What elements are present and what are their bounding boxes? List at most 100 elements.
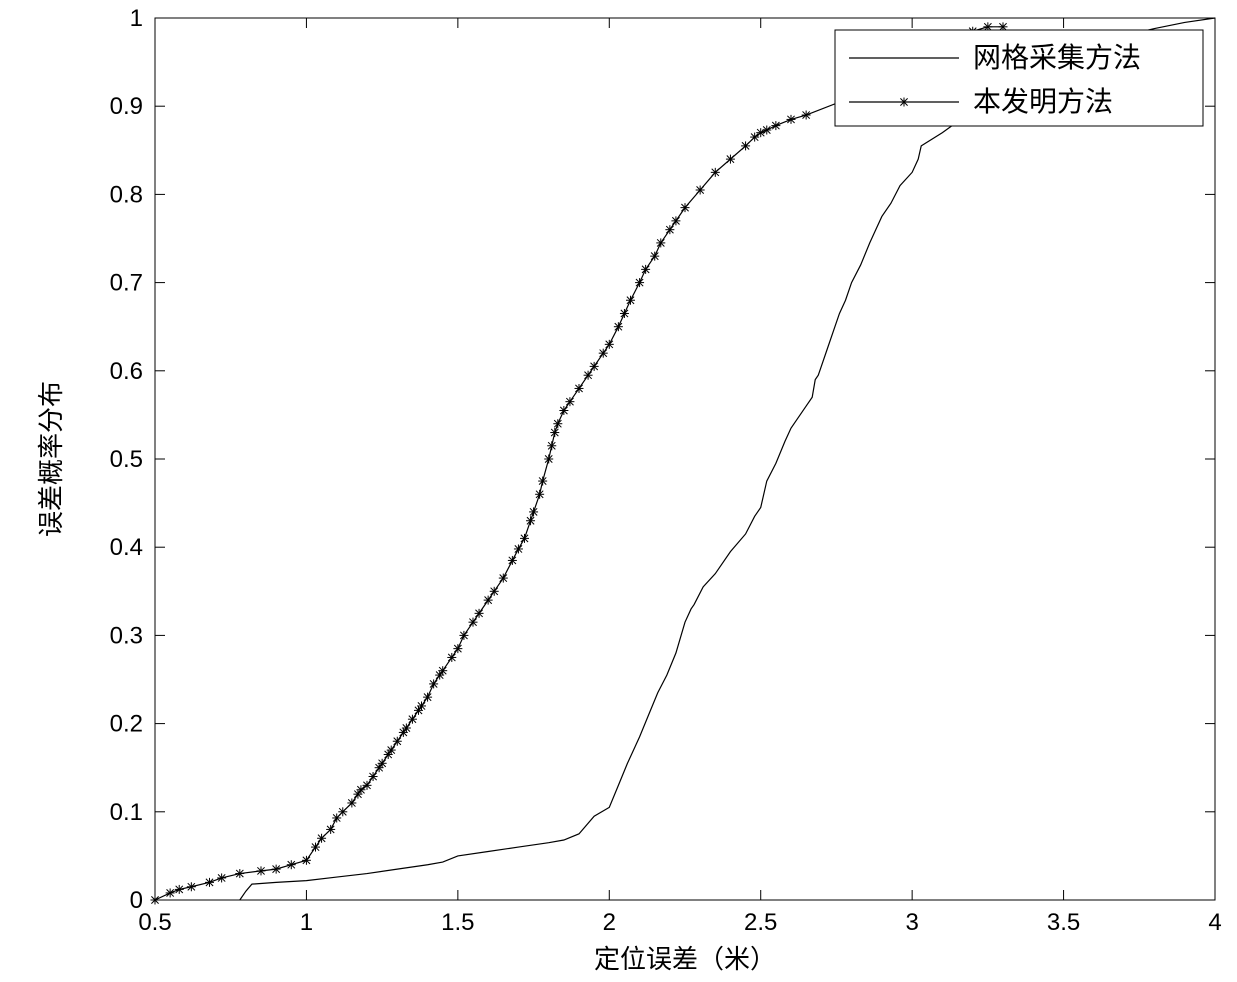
series-marker-invention <box>257 866 266 875</box>
x-tick-label: 2.5 <box>744 909 777 936</box>
x-tick-label: 1.5 <box>441 909 474 936</box>
series-marker-invention <box>317 834 326 843</box>
plot-box <box>155 18 1215 900</box>
series-marker-invention <box>490 587 499 596</box>
series-marker-invention <box>565 397 574 406</box>
series-marker-invention <box>187 882 196 891</box>
series-marker-invention <box>484 596 493 605</box>
series-marker-invention <box>363 781 372 790</box>
series-marker-invention <box>438 666 447 675</box>
series-marker-invention <box>151 896 160 905</box>
series-marker-invention <box>771 121 780 130</box>
series-marker-invention <box>423 693 432 702</box>
series-marker-invention <box>535 490 544 499</box>
series-marker-invention <box>529 507 538 516</box>
series-marker-invention <box>550 428 559 437</box>
series-marker-invention <box>311 843 320 852</box>
legend-label: 网格采集方法 <box>973 42 1141 74</box>
chart-svg: 0.511.522.533.5400.10.20.30.40.50.60.70.… <box>0 0 1237 982</box>
series-marker-invention <box>802 111 811 120</box>
series-marker-invention <box>453 644 462 653</box>
y-tick-label: 1 <box>130 5 143 32</box>
series-marker-invention <box>787 115 796 124</box>
y-tick-label: 0.5 <box>110 446 143 473</box>
series-marker-invention <box>447 653 456 662</box>
series-marker-invention <box>626 296 635 305</box>
series-marker-invention <box>656 238 665 247</box>
series-marker-invention <box>175 885 184 894</box>
series-marker-invention <box>347 798 356 807</box>
series-marker-invention <box>469 618 478 627</box>
y-tick-label: 0.8 <box>110 181 143 208</box>
series-marker-invention <box>514 544 523 553</box>
series-marker-invention <box>499 574 508 583</box>
series-marker-invention <box>508 556 517 565</box>
series-marker-invention <box>378 759 387 768</box>
y-tick-label: 0.4 <box>110 534 143 561</box>
series-marker-invention <box>520 534 529 543</box>
series-marker-invention <box>402 724 411 733</box>
y-axis-label: 误差概率分布 <box>37 381 66 537</box>
x-tick-label: 1 <box>300 909 313 936</box>
series-marker-invention <box>338 807 347 816</box>
series-marker-invention <box>217 873 226 882</box>
y-tick-label: 0.1 <box>110 799 143 826</box>
series-marker-invention <box>559 406 568 415</box>
x-tick-label: 2 <box>603 909 616 936</box>
series-marker-invention <box>166 888 175 897</box>
series-marker-invention <box>575 384 584 393</box>
series-marker-invention <box>393 737 402 746</box>
series-marker-invention <box>538 477 547 486</box>
series-marker-invention <box>641 265 650 274</box>
series-marker-invention <box>429 679 438 688</box>
series-marker-invention <box>272 865 281 874</box>
series-marker-invention <box>650 252 659 261</box>
series-marker-invention <box>605 340 614 349</box>
series-marker-invention <box>620 309 629 318</box>
series-marker-invention <box>614 322 623 331</box>
series-marker-invention <box>287 860 296 869</box>
series-marker-invention <box>599 349 608 358</box>
x-tick-label: 3 <box>905 909 918 936</box>
series-marker-invention <box>584 371 593 380</box>
series-marker-invention <box>696 185 705 194</box>
series-marker-invention <box>750 133 759 142</box>
series-marker-invention <box>302 856 311 865</box>
series-marker-invention <box>475 609 484 618</box>
x-tick-label: 4 <box>1208 909 1221 936</box>
series-line-invention <box>155 27 1003 900</box>
series-marker-invention <box>356 785 365 794</box>
series-marker-invention <box>711 168 720 177</box>
series-marker-invention <box>741 141 750 150</box>
series-marker-invention <box>681 203 690 212</box>
y-tick-label: 0.7 <box>110 270 143 297</box>
series-marker-invention <box>635 278 644 287</box>
legend-label: 本发明方法 <box>973 86 1113 118</box>
series-marker-invention <box>726 155 735 164</box>
y-tick-label: 0.9 <box>110 93 143 120</box>
series-marker-invention <box>408 715 417 724</box>
series-marker-invention <box>387 746 396 755</box>
series-marker-invention <box>762 126 771 135</box>
series-marker-invention <box>459 631 468 640</box>
x-tick-label: 3.5 <box>1047 909 1080 936</box>
series-marker-invention <box>665 225 674 234</box>
y-tick-label: 0.3 <box>110 622 143 649</box>
y-tick-label: 0.2 <box>110 711 143 738</box>
series-marker-invention <box>547 441 556 450</box>
series-marker-invention <box>590 362 599 371</box>
y-tick-label: 0 <box>130 887 143 914</box>
y-tick-label: 0.6 <box>110 358 143 385</box>
series-marker-invention <box>326 825 335 834</box>
series-marker-invention <box>671 216 680 225</box>
series-marker-invention <box>544 455 553 464</box>
cdf-chart: 0.511.522.533.5400.10.20.30.40.50.60.70.… <box>0 0 1237 982</box>
series-marker-invention <box>235 869 244 878</box>
series-marker-invention <box>369 772 378 781</box>
series-marker-invention <box>205 878 214 887</box>
x-axis-label: 定位误差（米） <box>594 945 776 974</box>
legend: 网格采集方法本发明方法 <box>835 30 1203 126</box>
series-marker-invention <box>526 516 535 525</box>
series-marker-invention <box>553 419 562 428</box>
series-line-grid <box>240 18 1215 900</box>
